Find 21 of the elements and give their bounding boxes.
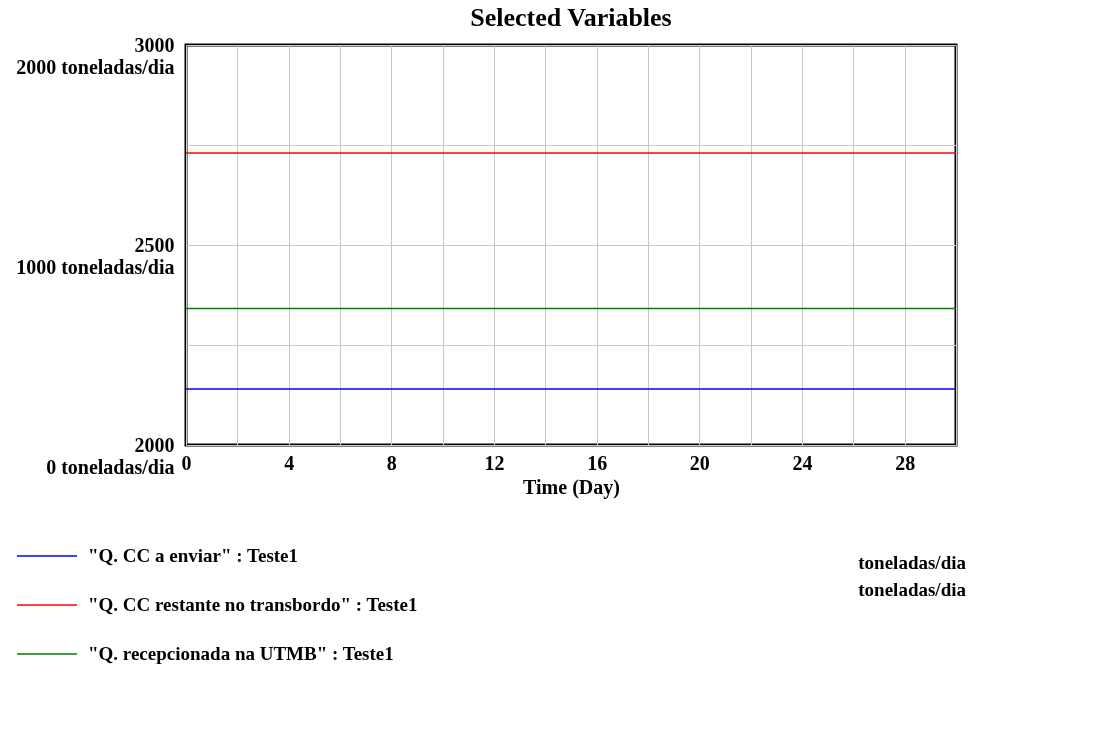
legend-label: "Q. recepcionada na UTMB" : Teste1 [88,643,394,664]
x-tick-label: 8 [386,451,397,474]
x-tick-label: 0 [181,451,192,474]
x-tick-label: 12 [484,451,505,474]
y-tick-label: 2000 [134,433,175,456]
x-tick-label: 16 [587,451,608,474]
legend-label: "Q. CC restante no transbordo" : Teste1 [88,594,418,615]
legend-label: "Q. CC a enviar" : Teste1 [88,545,299,566]
x-tick-label: 4 [284,451,295,474]
x-tick-label: 20 [689,451,710,474]
y2-tick-label: 0 toneladas/dia [46,455,175,478]
y2-tick-label: 2000 toneladas/dia [16,55,175,78]
y-tick-label: 2500 [134,233,175,256]
text: toneladas/dia [858,579,967,600]
x-tick-label: 28 [895,451,916,474]
chart-title: Selected Variables [470,3,672,32]
y-tick-label: 3000 [134,33,175,56]
text: toneladas/dia [858,552,967,573]
x-tick-label: 24 [792,451,813,474]
x-axis-title: Time (Day) [523,475,620,499]
y2-tick-label: 1000 toneladas/dia [16,255,175,278]
